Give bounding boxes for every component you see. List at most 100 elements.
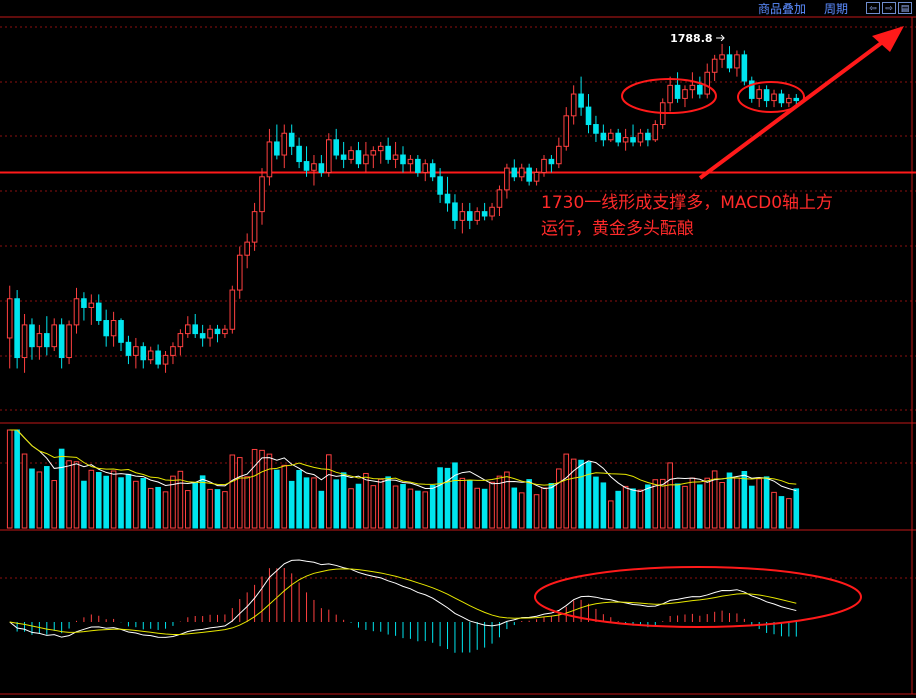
candle-up [311,163,317,171]
volume-bar [81,480,87,529]
volume-bar [73,461,80,529]
candle-up [363,154,369,165]
volume-bar [674,483,681,529]
volume-bar [103,475,109,529]
candle-down [548,158,555,165]
volume-bar [266,453,273,529]
candle-up [110,320,117,337]
volume-bar [719,482,725,529]
volume-bar [147,487,154,529]
candle-up [6,298,13,339]
candle-down [303,161,310,171]
volume-bar [222,491,228,529]
candle-down [155,350,161,365]
volume-bar [274,469,280,529]
candle-down [214,328,221,335]
candle-down [726,54,733,69]
volume-bar [133,480,139,529]
candle-up [21,324,28,359]
volume-bar [504,471,510,529]
candle-up [229,289,236,330]
candle-up [474,211,481,221]
volume-bar [444,467,451,529]
candle-up [370,150,377,156]
candle-down [81,298,87,308]
volume-bar [556,468,562,529]
candle-up [66,324,72,359]
candle-up [325,139,332,173]
volume-bar [630,488,636,529]
volume-bar [526,479,532,529]
candle-up [652,124,659,141]
candle-up [170,346,176,356]
candle-up [622,137,629,143]
candle-up [348,150,354,160]
candle-up [756,89,762,99]
volume-bar [585,461,592,529]
volume-bar [385,476,391,529]
candle-down [630,137,636,143]
candle-down [296,145,302,163]
volume-ma5-line [9,429,797,493]
candle-down [58,324,65,359]
candle-down [615,132,621,143]
volume-bar [466,480,473,529]
volume-bar [192,482,199,529]
peak-price-label: 1788.8 [670,32,712,45]
candle-down [437,176,443,195]
candle-up [682,89,688,99]
candle-up [607,132,614,141]
volume-bar [311,477,317,529]
volume-bar [637,489,644,529]
candle-down [14,298,20,359]
volume-bar [763,476,770,529]
candle-down [585,106,592,126]
candle-up [711,58,718,73]
candle-up [185,324,191,335]
volume-bar [563,453,570,529]
candle-down [741,54,748,82]
nav-buttons: ⇦ ⇨ ▤ [866,2,912,14]
candle-down [466,211,473,221]
volume-bar [259,449,265,529]
arrow-left-icon[interactable]: ⇦ [866,2,880,14]
candle-up [147,350,154,361]
arrow-right-icon[interactable]: ⇨ [882,2,896,14]
volume-bar [214,489,221,529]
period-button[interactable]: 周期 [823,1,848,16]
volume-bar [355,483,362,529]
volume-bar [511,487,518,529]
top-toolbar: 商品叠加 周期 ⇦ ⇨ ▤ [758,0,916,16]
volume-bar [392,485,399,529]
volume-bar [481,488,488,529]
window-icon[interactable]: ▤ [898,2,912,14]
peak-arrow-icon [716,34,725,42]
volume-bar [659,478,666,529]
candle-down [125,341,132,356]
analysis-annotation: 1730一线形成支撑多，MACD0轴上方 运行，黄金多头酝酿 [541,190,911,242]
volume-bar [645,484,651,529]
candle-down [748,80,755,99]
volume-bar [726,472,733,529]
volume-bar [244,476,250,529]
candle-up [236,254,243,291]
volume-bar [711,470,718,529]
candle-up [51,324,58,348]
candle-up [518,167,525,178]
overlay-button[interactable]: 商品叠加 [757,1,806,16]
trend-arrow-shaft [698,36,890,180]
candle-down [645,132,651,141]
volume-bar [236,457,243,529]
candle-up [704,71,711,95]
volume-bar [370,485,377,529]
candle-up [667,84,673,104]
volume-bar [51,480,58,529]
volume-bar [541,487,547,529]
candle-up [637,132,644,143]
candle-up [541,158,547,173]
candle-down [274,141,280,156]
volume-bar [756,478,762,529]
highlight-ellipse-left [621,78,717,114]
highlight-ellipse-right [737,81,805,113]
volume-bar [793,488,800,529]
